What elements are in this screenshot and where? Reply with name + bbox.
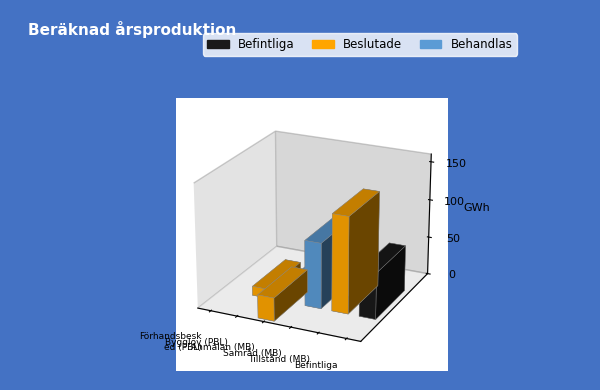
Text: Beräknad årsproduktion: Beräknad årsproduktion xyxy=(28,21,236,38)
Legend: Befintliga, Beslutade, Behandlas: Befintliga, Beslutade, Behandlas xyxy=(203,33,517,56)
